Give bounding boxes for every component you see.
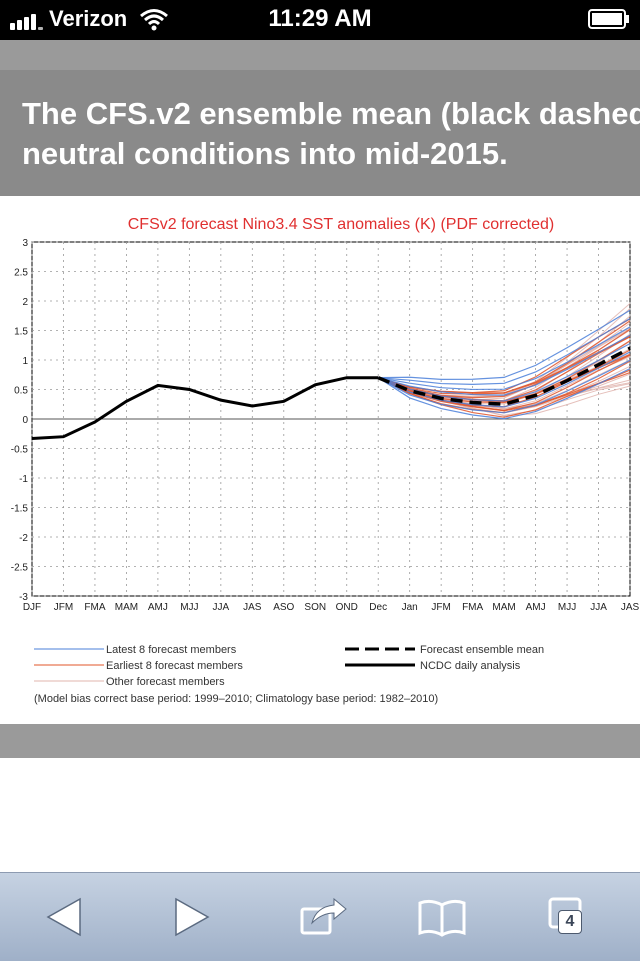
chart-image: CFSv2 forecast Nino3.4 SST anomalies (K)… — [0, 196, 640, 726]
latest-member-line — [378, 318, 631, 385]
x-tick-label: Dec — [369, 602, 387, 613]
back-arrow-icon — [46, 897, 81, 937]
banner-text: The CFS.v2 ensemble mean (black dashed n… — [22, 96, 640, 171]
nino34-chart: CFSv2 forecast Nino3.4 SST anomalies (K)… — [11, 216, 640, 705]
y-tick-label: -2 — [19, 533, 28, 544]
x-tick-label: FMA — [462, 602, 483, 613]
wifi-icon — [140, 9, 169, 31]
x-tick-label: JAS — [243, 602, 262, 613]
share-button[interactable] — [292, 889, 352, 945]
x-tick-label: DJF — [23, 602, 41, 613]
browser-toolbar: 4 — [0, 872, 640, 961]
latest-member-line — [378, 309, 631, 380]
x-tick-label: SON — [304, 602, 326, 613]
battery-icon — [588, 9, 629, 29]
ncdc-analysis-line — [31, 376, 379, 440]
legend-label-ncdc: NCDC daily analysis — [420, 660, 521, 672]
legend-label-earliest: Earliest 8 forecast members — [106, 660, 243, 672]
y-tick-label: 2 — [22, 297, 28, 308]
y-tick-label: 1 — [22, 356, 28, 367]
x-tick-label: JJA — [213, 602, 230, 613]
clock: 11:29 AM — [268, 5, 372, 32]
x-tick-label: OND — [336, 602, 358, 613]
x-tick-label: JAS — [621, 602, 640, 613]
y-tick-label: 0.5 — [14, 386, 28, 397]
y-tick-label: 1.5 — [14, 327, 28, 338]
x-tick-label: JFM — [431, 602, 450, 613]
y-tick-label: 0 — [22, 415, 28, 426]
x-tick-label: MJJ — [180, 602, 198, 613]
back-button[interactable] — [34, 889, 94, 945]
latest-member-line — [378, 343, 631, 402]
bookmarks-button[interactable] — [412, 889, 472, 945]
x-tick-label: Jan — [402, 602, 418, 613]
carrier-name: Verizon — [49, 6, 128, 31]
page-header-strip — [0, 40, 640, 70]
forward-button[interactable] — [162, 889, 222, 945]
page-footer-strip — [0, 724, 640, 758]
x-tick-label: ASO — [273, 602, 294, 613]
signal-bars-icon — [10, 8, 43, 30]
ensemble-mean-line — [377, 346, 631, 407]
latest-member-line — [378, 334, 631, 396]
y-tick-label: 2.5 — [14, 268, 28, 279]
x-tick-label: JFM — [54, 602, 73, 613]
chart-title: CFSv2 forecast Nino3.4 SST anomalies (K)… — [128, 216, 555, 233]
chart-footnote: (Model bias correct base period: 1999–20… — [34, 693, 438, 705]
y-tick-label: -1 — [19, 474, 28, 485]
legend-label-mean: Forecast ensemble mean — [420, 644, 544, 656]
latest-member-line — [377, 359, 631, 414]
status-bar: Verizon 11:29 AM — [0, 0, 640, 40]
x-tick-label: MJJ — [558, 602, 576, 613]
y-tick-label: -0.5 — [11, 445, 29, 456]
slide-banner: The CFS.v2 ensemble mean (black dashed n… — [0, 70, 640, 196]
x-tick-label: FMA — [84, 602, 105, 613]
legend-label-other: Other forecast members — [106, 676, 225, 688]
x-tick-label: JJA — [590, 602, 607, 613]
latest-member-line — [378, 326, 631, 391]
share-icon — [300, 897, 347, 935]
x-tick-label: MAM — [492, 602, 515, 613]
carrier-group: Verizon — [10, 6, 169, 32]
y-tick-label: -1.5 — [11, 504, 29, 515]
x-tick-label: AMJ — [148, 602, 168, 613]
bookmarks-icon — [418, 899, 466, 937]
latest-member-line — [377, 368, 631, 420]
y-tick-label: -3 — [19, 592, 28, 603]
legend-label-latest: Latest 8 forecast members — [106, 644, 237, 656]
tabs-button[interactable]: 4 — [542, 889, 602, 945]
x-tick-label: AMJ — [526, 602, 546, 613]
tabs-count-badge: 4 — [558, 910, 582, 934]
x-tick-label: MAM — [115, 602, 138, 613]
y-tick-label: -2.5 — [11, 563, 29, 574]
forward-arrow-icon — [175, 897, 210, 937]
y-tick-label: 3 — [22, 238, 28, 249]
